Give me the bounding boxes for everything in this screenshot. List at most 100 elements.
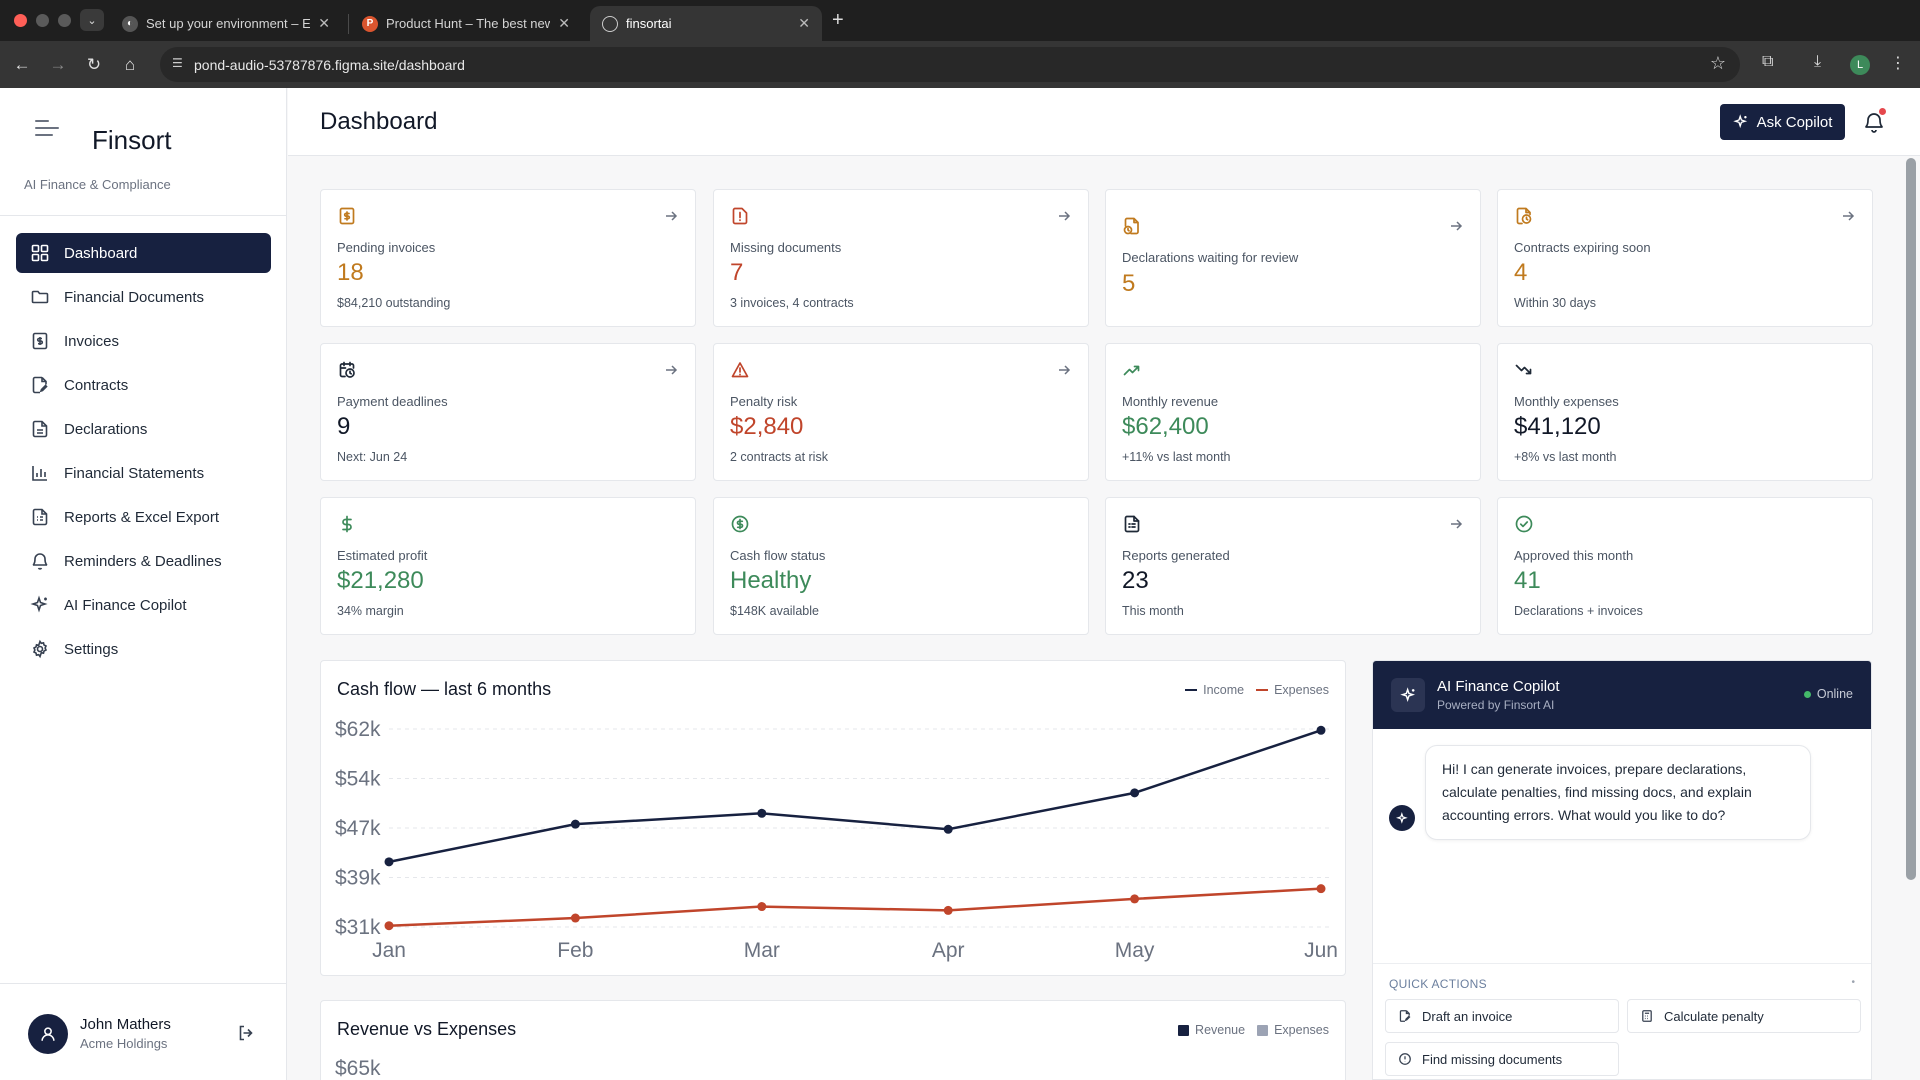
arrow-right-icon[interactable] (1448, 218, 1464, 234)
menu-toggle-icon[interactable] (35, 120, 59, 140)
stat-value: $2,840 (730, 413, 804, 440)
logout-icon[interactable] (236, 1023, 256, 1043)
forward-arrow-icon[interactable]: → (49, 55, 67, 74)
stat-value: 4 (1514, 259, 1528, 286)
sidebar-item-contracts[interactable]: Contracts (16, 365, 271, 405)
data-point-income[interactable] (570, 819, 580, 829)
avatar[interactable] (28, 1014, 68, 1054)
status-dot (1803, 690, 1811, 698)
url-bar[interactable]: ☰ pond-audio-53787876.figma.site/dashboa… (160, 47, 1740, 82)
data-point-income[interactable] (757, 808, 767, 818)
data-point-expenses[interactable] (757, 902, 767, 912)
minimize-window-button[interactable] (36, 14, 49, 27)
download-icon[interactable]: ⤓ (1814, 53, 1822, 70)
sidebar-item-financial-statements[interactable]: Financial Statements (16, 453, 271, 493)
arrow-right-icon[interactable] (663, 208, 679, 224)
stat-subtext: 34% margin (337, 604, 404, 618)
quick-action-find-missing-documents[interactable]: Find missing documents (1385, 1042, 1619, 1076)
notification-bell-icon[interactable] (1862, 110, 1886, 134)
browser-menu-icon[interactable]: ⋮ (1890, 55, 1906, 72)
sidebar-item-reports[interactable]: Reports & Excel Export (16, 497, 271, 537)
ask-copilot-button[interactable]: Ask Copilot (1720, 104, 1845, 140)
quick-action-calculate-penalty[interactable]: Calculate penalty (1627, 999, 1861, 1033)
gear-icon (32, 639, 48, 659)
legend-label: Income (1203, 683, 1245, 697)
stat-subtext: Next: Jun 24 (337, 450, 408, 464)
ask-copilot-label: Ask Copilot (1756, 113, 1833, 131)
folder-icon (31, 290, 49, 304)
stat-value: $41,120 (1514, 413, 1601, 440)
data-point-expenses[interactable] (1316, 884, 1326, 894)
new-tab-button[interactable]: + (832, 9, 844, 31)
y-tick-label: $62k (335, 718, 381, 741)
page-scrollbar[interactable] (1906, 158, 1916, 880)
stat-card-pending-invoices[interactable]: Pending invoices 18 $84,210 outstanding (320, 189, 696, 327)
calendar-clock-icon (339, 361, 355, 378)
sidebar-item-ai-copilot[interactable]: AI Finance Copilot (16, 585, 271, 625)
stat-card-cash-flow-status: Cash flow status Healthy $148K available (713, 497, 1089, 635)
notification-badge (1879, 108, 1886, 115)
quick-action-draft-invoice[interactable]: Draft an invoice (1385, 999, 1619, 1033)
figma-icon: ◐ (122, 15, 138, 32)
stat-card-reports-generated[interactable]: Reports generated 23 This month (1105, 497, 1481, 635)
data-point-income[interactable] (1316, 725, 1326, 735)
reload-icon[interactable]: ↻ (86, 55, 102, 74)
data-point-expenses[interactable] (1130, 894, 1140, 904)
stat-card-declarations-waiting-for-review[interactable]: Declarations waiting for review 5 (1105, 189, 1481, 327)
stat-value: 5 (1122, 270, 1136, 297)
stat-card-penalty-risk[interactable]: Penalty risk $2,840 2 contracts at risk (713, 343, 1089, 481)
stat-value: Healthy (730, 567, 812, 594)
data-point-income[interactable] (384, 857, 394, 867)
sidebar-item-label: Financial Documents (64, 288, 205, 306)
stat-card-monthly-revenue: Monthly revenue $62,400 +11% vs last month (1105, 343, 1481, 481)
bookmark-star-icon[interactable]: ☆ (1709, 53, 1726, 73)
profile-avatar[interactable]: L (1850, 55, 1870, 75)
site-info-icon[interactable]: ☰ (172, 56, 183, 70)
extensions-icon[interactable]: ⧉ (1762, 53, 1774, 70)
url-text[interactable]: pond-audio-53787876.figma.site/dashboard (194, 57, 465, 73)
data-point-expenses[interactable] (570, 913, 580, 923)
sidebar-item-invoices[interactable]: Invoices (16, 321, 271, 361)
stat-card-contracts-expiring-soon[interactable]: Contracts expiring soon 4 Within 30 days (1497, 189, 1873, 327)
arrow-right-icon[interactable] (1056, 362, 1072, 378)
close-tab-icon[interactable]: ✕ (318, 15, 330, 31)
browser-tab-2[interactable]: P Product Hunt – The best new ✕ (350, 6, 582, 41)
back-arrow-icon[interactable]: ← (13, 55, 31, 74)
data-point-expenses[interactable] (943, 905, 953, 915)
home-icon[interactable]: ⌂ (124, 55, 136, 74)
copilot-header: AI Finance Copilot Powered by Finsort AI… (1373, 661, 1871, 729)
stat-label: Penalty risk (730, 394, 798, 409)
revenue-expenses-title: Revenue vs Expenses (337, 1019, 517, 1039)
sidebar-nav: Dashboard Financial Documents Invoices C… (16, 233, 271, 673)
document-clock-icon (1123, 217, 1139, 235)
copilot-subtitle: Powered by Finsort AI (1437, 698, 1555, 712)
close-window-button[interactable] (14, 14, 27, 27)
browser-tab-active[interactable]: finsortai ✕ (590, 6, 822, 41)
sidebar-item-declarations[interactable]: Declarations (16, 409, 271, 449)
stat-value: $21,280 (337, 567, 424, 594)
close-tab-icon[interactable]: ✕ (798, 15, 810, 31)
sidebar-item-financial-documents[interactable]: Financial Documents (16, 277, 271, 317)
arrow-right-icon[interactable] (1840, 208, 1856, 224)
data-point-income[interactable] (943, 824, 953, 834)
sidebar-item-settings[interactable]: Settings (16, 629, 271, 669)
arrow-right-icon[interactable] (663, 362, 679, 378)
arrow-right-icon[interactable] (1056, 208, 1072, 224)
y-tick-label: $47k (335, 817, 381, 840)
arrow-right-icon[interactable] (1448, 516, 1464, 532)
alert-circle-icon (1399, 1053, 1411, 1065)
maximize-window-button[interactable] (58, 14, 71, 27)
sidebar-item-reminders[interactable]: Reminders & Deadlines (16, 541, 271, 581)
data-point-income[interactable] (1130, 788, 1140, 798)
status-label: Online (1816, 687, 1853, 701)
x-tick-label: May (1115, 939, 1155, 962)
browser-tab-1[interactable]: ◐ Set up your environment – Ex ✕ (110, 6, 342, 41)
data-point-expenses[interactable] (384, 921, 394, 931)
stat-card-missing-documents[interactable]: Missing documents 7 3 invoices, 4 contract… (713, 189, 1089, 327)
tab-search-button[interactable]: ⌄ (80, 9, 104, 31)
stat-subtext: Declarations + invoices (1514, 604, 1643, 618)
stat-card-payment-deadlines[interactable]: Payment deadlines 9 Next: Jun 24 (320, 343, 696, 481)
close-tab-icon[interactable]: ✕ (558, 15, 570, 31)
x-tick-label: Apr (932, 939, 965, 962)
sidebar-item-dashboard[interactable]: Dashboard (16, 233, 271, 273)
